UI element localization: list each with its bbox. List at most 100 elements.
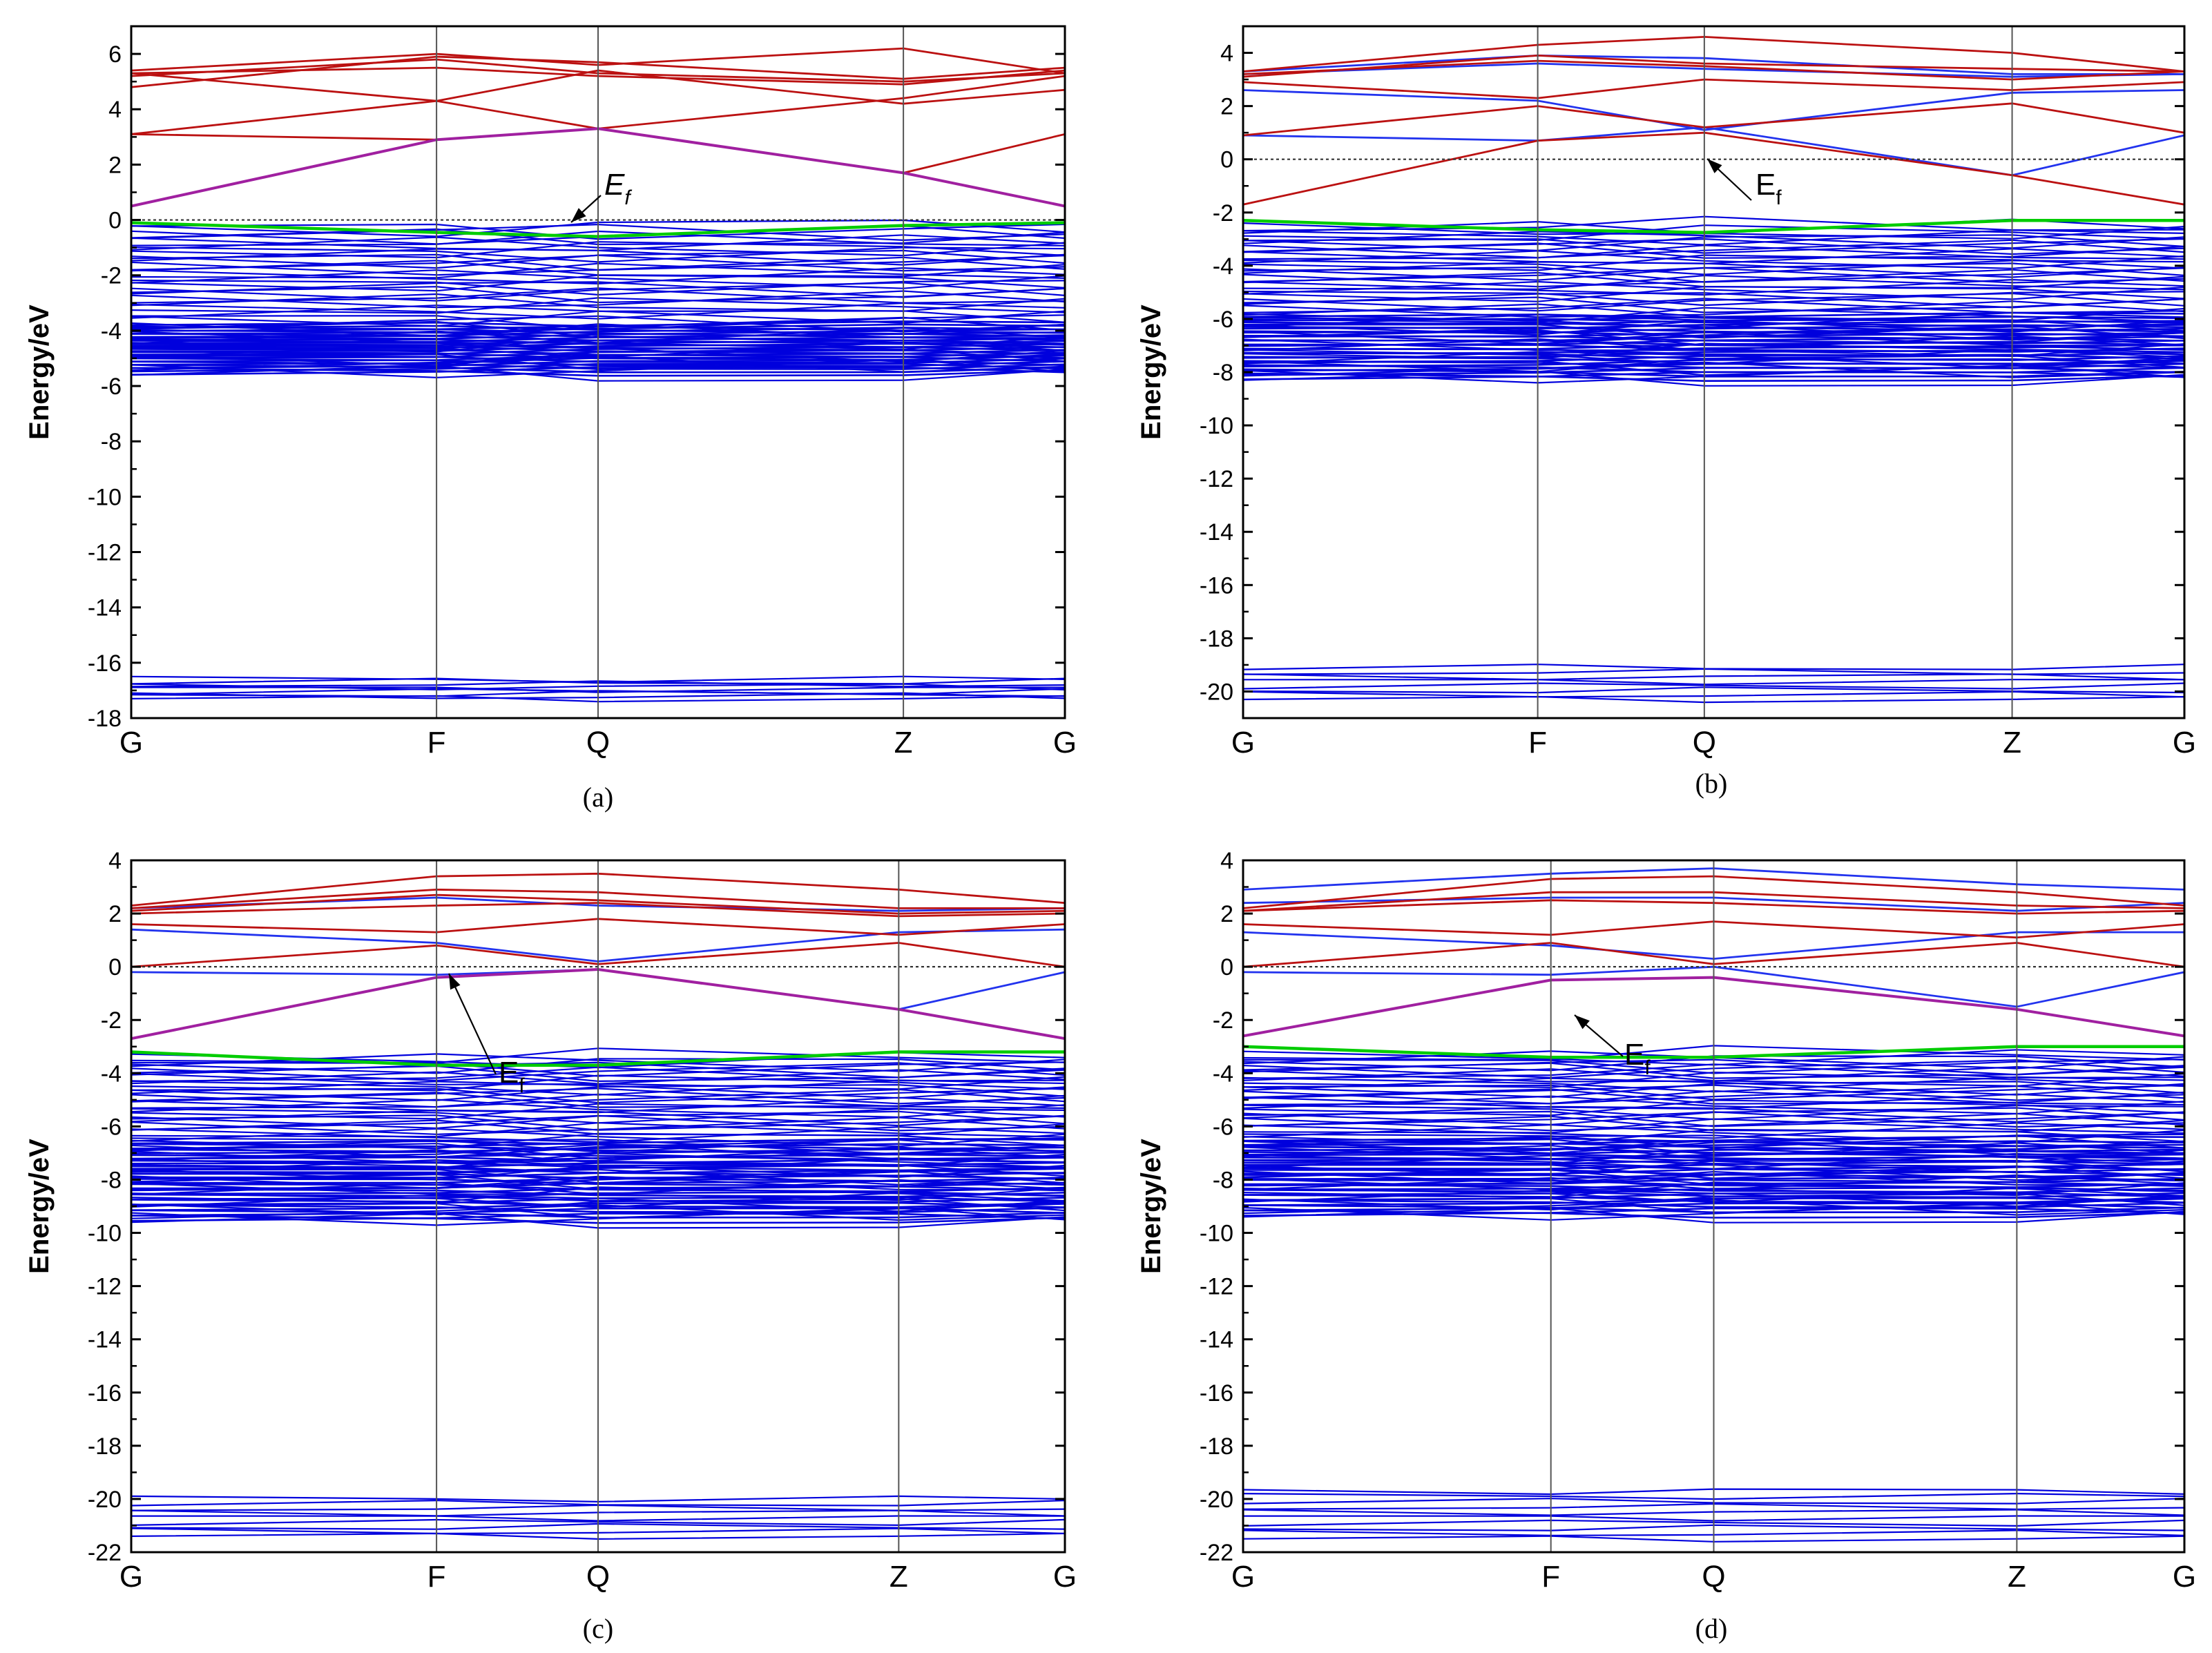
y-tick-label: -10 xyxy=(88,484,122,510)
y-tick-label: -14 xyxy=(1200,1327,1233,1353)
panel-a: -18 -16 -14 -12 -10 -8 -6 -4 -2 0 2 4 6 G F Q Z G Energy/e… xyxy=(24,25,1077,813)
y-tick-label: -22 xyxy=(1200,1540,1233,1566)
y-tick-label: -14 xyxy=(88,595,122,621)
fermi-label-subscript: f xyxy=(519,1074,525,1097)
panel-caption: (b) xyxy=(1695,768,1728,799)
plot-area xyxy=(1243,35,2184,704)
core-band-line xyxy=(1243,664,2184,670)
kpoint-label: Z xyxy=(2008,1560,2026,1594)
y-tick-label: -6 xyxy=(101,1114,122,1140)
kpoint-label: Z xyxy=(889,1560,908,1594)
y-tick-label: 4 xyxy=(1220,848,1233,874)
y-tick-label: 6 xyxy=(108,41,122,68)
y-tick-label: 2 xyxy=(1220,901,1233,927)
y-tick-label: -8 xyxy=(101,1167,122,1193)
fermi-arrow-head xyxy=(1575,1015,1590,1030)
kpoint-label: Q xyxy=(586,1560,610,1594)
core-band-line xyxy=(1243,679,2184,686)
y-axis-label: Energy/eV xyxy=(1136,304,1166,440)
fermi-arrow-head xyxy=(1707,159,1722,173)
y-tick-label: -12 xyxy=(1200,466,1233,492)
kpoint-label: G xyxy=(1053,726,1077,760)
y-axis-label: Energy/eV xyxy=(24,304,55,440)
kpoint-label: Z xyxy=(2003,726,2021,760)
y-tick-label: 4 xyxy=(108,848,122,874)
y-tick-label: -16 xyxy=(1200,572,1233,599)
y-axis-label: Energy/eV xyxy=(1136,1139,1166,1274)
kpoint-label: G xyxy=(119,726,143,760)
y-tick-label: 0 xyxy=(1220,147,1233,173)
y-tick-label: -6 xyxy=(101,374,122,400)
fermi-label-subscript: f xyxy=(1644,1056,1651,1079)
panel-caption: (a) xyxy=(583,782,613,813)
kpoint-label: Q xyxy=(1693,726,1716,760)
y-tick-label: -4 xyxy=(1213,1061,1233,1087)
y-tick-label: 2 xyxy=(1220,94,1233,120)
y-tick-label: -4 xyxy=(1213,253,1233,280)
kpoint-label: G xyxy=(119,1560,143,1594)
kpoint-label: G xyxy=(1231,726,1255,760)
y-tick-label: -8 xyxy=(101,429,122,455)
y-axis-label: Energy/eV xyxy=(24,1139,55,1274)
y-tick-label: -8 xyxy=(1213,360,1233,386)
kpoint-label: Q xyxy=(1702,1560,1725,1594)
panel-caption: (c) xyxy=(583,1613,613,1644)
fermi-arrow-head xyxy=(449,974,461,990)
y-tick-label: -10 xyxy=(1200,1221,1233,1247)
y-tick-label: -8 xyxy=(1213,1167,1233,1193)
fermi-arrow-line xyxy=(448,973,497,1075)
y-tick-label: -6 xyxy=(1213,1114,1233,1140)
y-tick-label: -2 xyxy=(1213,1007,1233,1034)
kpoint-label: Z xyxy=(894,726,913,760)
y-tick-label: -16 xyxy=(88,650,122,677)
core-band-line xyxy=(1243,695,2184,704)
kpoint-label: G xyxy=(1231,1560,1255,1594)
y-tick-label: -4 xyxy=(101,1061,122,1087)
y-tick-label: -22 xyxy=(88,1540,122,1566)
y-tick-label: 2 xyxy=(108,901,122,927)
y-tick-label: -16 xyxy=(88,1380,122,1406)
core-band-line xyxy=(1243,673,2184,681)
y-tick-label: -18 xyxy=(88,706,122,732)
plot-area xyxy=(1243,867,2184,1543)
y-tick-label: -16 xyxy=(1200,1380,1233,1406)
y-tick-label: 0 xyxy=(108,954,122,980)
kpoint-label: F xyxy=(1528,726,1547,760)
y-tick-label: -14 xyxy=(1200,519,1233,545)
y-tick-label: -2 xyxy=(1213,200,1233,226)
kpoint-label: F xyxy=(427,1560,446,1594)
y-tick-label: -2 xyxy=(101,1007,122,1034)
fermi-arrow-head xyxy=(571,208,586,222)
fermi-label: Ef xyxy=(604,168,632,209)
plot-frame xyxy=(130,25,1066,719)
y-tick-label: 0 xyxy=(108,208,122,234)
y-tick-label: -2 xyxy=(101,263,122,289)
y-tick-label: -12 xyxy=(88,540,122,566)
y-tick-label: -20 xyxy=(1200,679,1233,705)
fermi-label-subscript: f xyxy=(624,186,632,209)
core-band-line xyxy=(1243,668,2184,675)
kpoint-label: G xyxy=(1053,1560,1077,1594)
y-tick-label: -18 xyxy=(1200,626,1233,652)
fermi-label: Ef xyxy=(1756,168,1782,209)
y-tick-label: -14 xyxy=(88,1327,122,1353)
panel-caption: (d) xyxy=(1695,1613,1728,1644)
y-tick-label: 0 xyxy=(1220,954,1233,980)
kpoint-label: F xyxy=(427,726,446,760)
y-tick-label: 2 xyxy=(108,152,122,178)
y-tick-label: -18 xyxy=(88,1433,122,1460)
fermi-label-subscript: f xyxy=(1776,186,1782,209)
y-tick-label: 4 xyxy=(108,97,122,123)
y-tick-label: -20 xyxy=(88,1487,122,1513)
y-tick-label: -10 xyxy=(1200,413,1233,439)
y-tick-label: -20 xyxy=(1200,1487,1233,1513)
kpoint-label: Q xyxy=(586,726,610,760)
y-tick-label: -12 xyxy=(88,1274,122,1300)
y-tick-label: -10 xyxy=(88,1221,122,1247)
conduction-band xyxy=(1243,102,2184,137)
spin-down-band xyxy=(1243,89,2184,131)
